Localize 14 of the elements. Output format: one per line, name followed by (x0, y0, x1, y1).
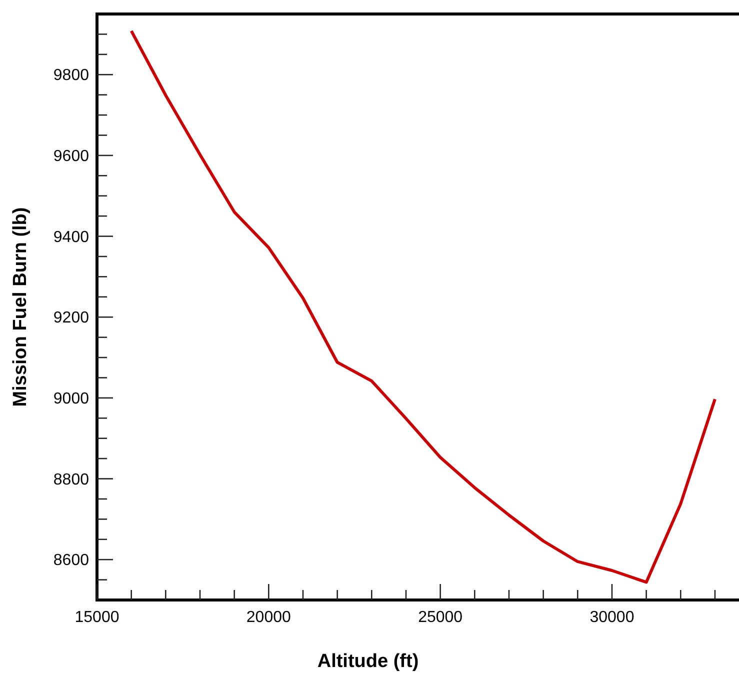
y-tick-label: 9400 (53, 228, 90, 246)
x-tick-label: 20000 (246, 609, 291, 626)
x-tick-label: 30000 (590, 609, 634, 626)
y-tick-label: 9600 (53, 148, 90, 166)
y-tick-label: 9200 (53, 310, 90, 327)
x-tick-label: 15000 (74, 609, 120, 626)
x-tick-label: 25000 (418, 609, 463, 626)
y-tick-label: 9800 (53, 67, 90, 84)
y-tick-label: 9000 (53, 390, 90, 408)
line-series (130, 29, 716, 584)
x-axis-title: Altitude (ft) (317, 651, 419, 672)
y-tick-label: 8800 (53, 471, 90, 488)
y-tick-label: 8600 (53, 552, 90, 570)
y-axis-title: Mission Fuel Burn (lb) (10, 207, 31, 407)
